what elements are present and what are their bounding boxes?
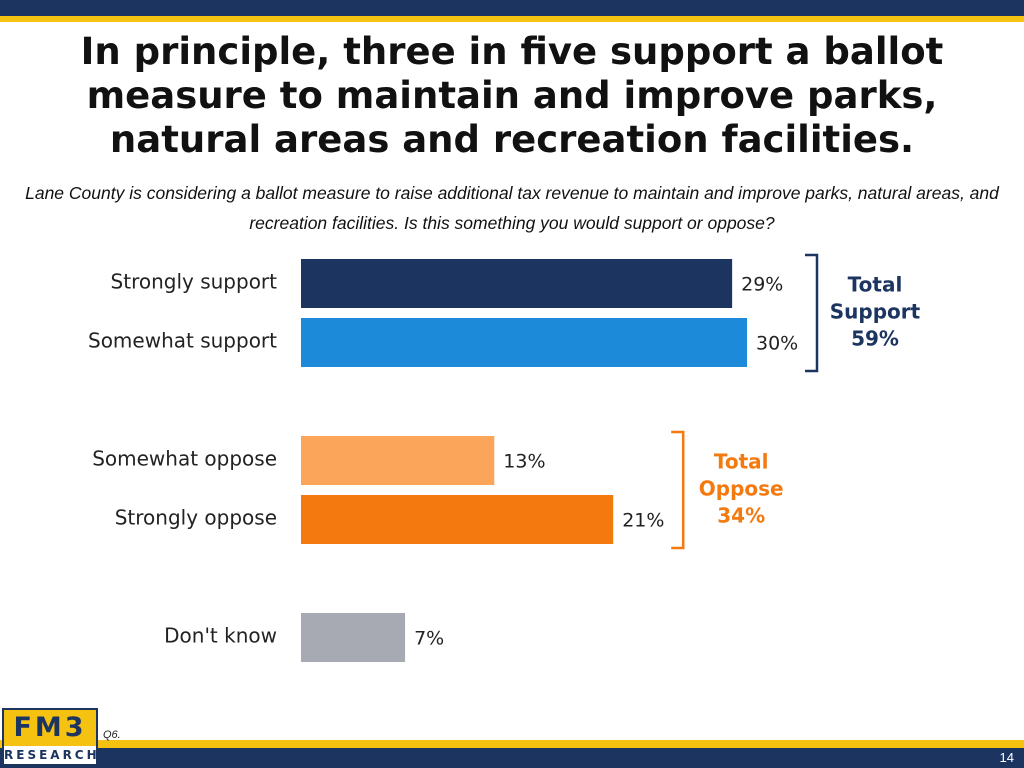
logo-subtext: RESEARCH — [4, 748, 100, 762]
top-gold-band — [0, 16, 1024, 22]
bar-0 — [301, 259, 733, 308]
group-bracket-0 — [805, 253, 819, 373]
fm3-research-logo: FM3 RESEARCH — [2, 708, 98, 766]
category-label-3: Strongly oppose — [115, 506, 277, 530]
bottom-gold-band — [0, 740, 1024, 748]
bottom-navy-band — [0, 748, 1024, 768]
support-oppose-bar-chart: Strongly support 29% Somewhat support 30% So… — [88, 253, 921, 662]
logo-wordmark: FM3 — [4, 710, 96, 746]
value-label-3: 21% — [622, 510, 664, 532]
value-label-0: 29% — [741, 274, 783, 296]
group-label-0-line-1: Support — [830, 300, 921, 324]
top-navy-band — [0, 0, 1024, 16]
category-label-0: Strongly support — [111, 270, 278, 294]
bar-1 — [301, 318, 747, 367]
value-label-1: 30% — [756, 333, 798, 355]
value-label-2: 13% — [503, 451, 545, 473]
value-label-4: 7% — [414, 628, 444, 650]
group-label-0-line-2: 59% — [851, 327, 899, 351]
bar-4 — [301, 613, 406, 662]
group-label-1-line-1: Oppose — [699, 477, 784, 501]
page-number: 14 — [999, 750, 1014, 765]
group-label-1-line-0: Total — [714, 450, 769, 474]
category-label-1: Somewhat support — [88, 329, 277, 353]
bar-3 — [301, 495, 614, 544]
group-label-1-line-2: 34% — [717, 504, 765, 528]
category-label-4: Don't know — [164, 624, 277, 648]
group-label-0-line-0: Total — [848, 273, 903, 297]
survey-question: Lane County is considering a ballot meas… — [25, 183, 999, 233]
slide-title: In principle, three in five support a ba… — [80, 30, 944, 161]
group-bracket-1 — [671, 430, 685, 550]
category-label-2: Somewhat oppose — [92, 447, 277, 471]
bar-2 — [301, 436, 495, 485]
question-footnote: Q6. — [103, 729, 121, 741]
